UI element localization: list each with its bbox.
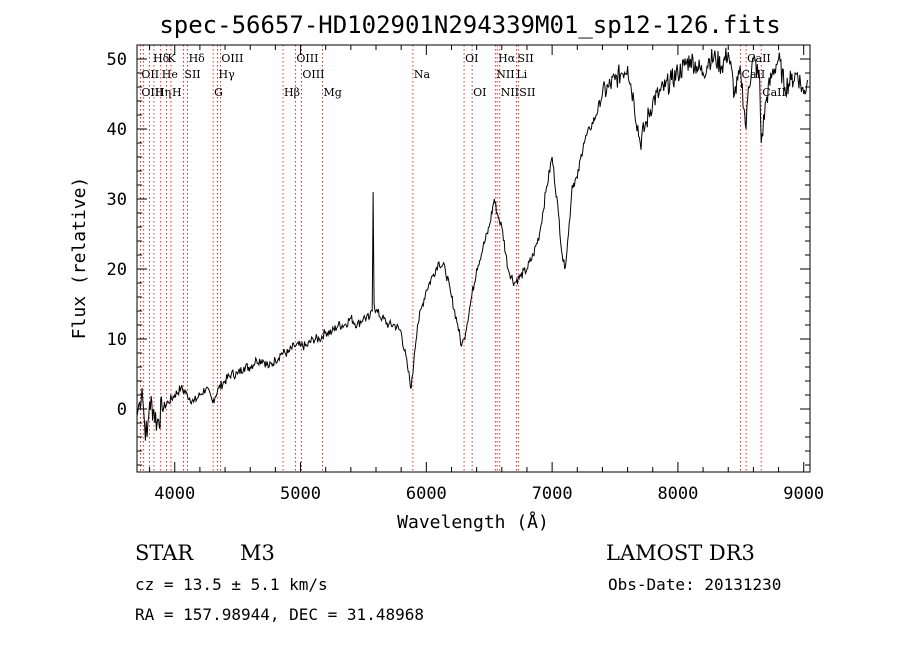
- line-label-5: OI: [465, 52, 478, 65]
- line-label-16: Li: [516, 68, 527, 81]
- class-label: STAR: [135, 541, 194, 565]
- line-label-24: OI: [473, 86, 486, 99]
- y-tick-label-5: 50: [107, 50, 127, 70]
- y-tick-label-0: 0: [117, 400, 127, 420]
- line-label-13: OIII: [302, 68, 324, 81]
- y-tick-label-1: 10: [107, 330, 127, 350]
- line-label-6: Hα: [498, 52, 516, 65]
- line-label-1: K: [167, 52, 176, 65]
- line-label-9: OII: [141, 68, 159, 81]
- x-tick-label-5: 9000: [783, 484, 824, 504]
- line-label-27: CaII: [762, 86, 786, 99]
- line-label-20: H: [172, 86, 182, 99]
- spectrum-line: [136, 47, 808, 441]
- coords: RA = 157.98944, DEC = 31.48968: [135, 605, 424, 624]
- spectrum-layer: [136, 47, 808, 441]
- y-tick-label-4: 40: [107, 120, 127, 140]
- y-axis: 0 10 20 30 40 50: [107, 44, 810, 466]
- line-label-14: Na: [414, 68, 431, 81]
- line-label-19: Hη: [155, 86, 171, 99]
- line-label-3: OIII: [221, 52, 243, 65]
- line-label-22: Hβ: [284, 86, 300, 99]
- line-label-25: NII: [501, 86, 519, 99]
- line-label-8: CaII: [747, 52, 771, 65]
- chart-title: spec-56657-HD102901N294339M01_sp12-126.f…: [159, 11, 780, 39]
- line-label-10: He: [162, 68, 178, 81]
- line-label-12: Hγ: [219, 68, 236, 81]
- x-axis-label: Wavelength (Å): [397, 511, 549, 533]
- line-label-26: SII: [519, 86, 535, 99]
- plot-frame: [136, 44, 811, 473]
- x-tick-label-2: 6000: [406, 484, 447, 504]
- line-markers: [139, 45, 762, 472]
- line-label-17: CaII: [742, 68, 766, 81]
- cz-value: cz = 13.5 ± 5.1 km/s: [135, 575, 328, 594]
- survey-label: LAMOST DR3: [606, 541, 755, 565]
- line-label-0: Hδ: [153, 52, 170, 65]
- obs-date: Obs-Date: 20131230: [608, 575, 781, 594]
- x-tick-label-1: 5000: [280, 484, 321, 504]
- line-label-2: Hδ: [189, 52, 206, 65]
- line-label-21: G: [214, 86, 223, 99]
- y-axis-label: Flux (relative): [69, 177, 90, 340]
- x-tick-label-0: 4000: [154, 484, 195, 504]
- line-label-15: NII: [496, 68, 514, 81]
- line-label-7: SII: [518, 52, 534, 65]
- subclass-label: M3: [240, 541, 275, 565]
- x-tick-label-3: 7000: [532, 484, 573, 504]
- y-tick-label-2: 20: [107, 260, 127, 280]
- line-label-18: OIII: [141, 86, 163, 99]
- line-label-11: SII: [184, 68, 200, 81]
- line-label-23: Mg: [324, 86, 342, 99]
- x-tick-label-4: 8000: [657, 484, 698, 504]
- line-label-4: OIII: [296, 52, 318, 65]
- x-axis: 4000 5000 6000 7000 8000 9000: [149, 45, 824, 504]
- y-tick-label-3: 30: [107, 190, 127, 210]
